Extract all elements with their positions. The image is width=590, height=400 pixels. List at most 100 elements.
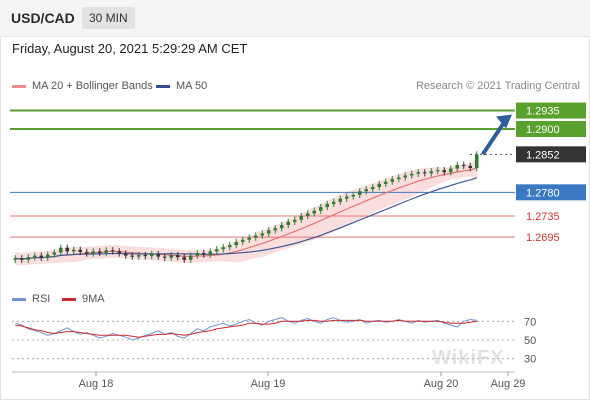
candle-body — [448, 168, 453, 173]
candle-body — [403, 175, 408, 178]
target-arrow-head — [496, 114, 512, 129]
rsi-legend-label: RSI — [32, 293, 51, 305]
candle-body — [221, 247, 226, 250]
x-tick-label: Aug 20 — [424, 378, 459, 390]
candle-body — [357, 191, 362, 195]
candle-body — [58, 247, 63, 253]
candle-body — [299, 216, 304, 220]
candle-body — [104, 250, 109, 253]
candle-body — [318, 207, 323, 211]
candle-body — [435, 170, 440, 172]
candle-body — [195, 252, 200, 256]
x-tick-label: Aug 29 — [491, 378, 526, 390]
x-tick-label: Aug 19 — [251, 378, 286, 390]
x-tick-label: Aug 18 — [79, 378, 114, 390]
rsi-legend-ma: 9MA — [62, 293, 105, 305]
ma50-swatch — [156, 84, 170, 88]
candle-body — [370, 187, 375, 190]
candle-body — [331, 201, 336, 204]
symbol-title: USD/CAD — [11, 10, 75, 26]
level-label-1.2735: 1.2735 — [526, 211, 560, 223]
candle-body — [416, 172, 421, 174]
candle-body — [71, 249, 76, 252]
candle-body — [468, 165, 473, 169]
candle-body — [162, 256, 167, 258]
level-tag-1.2780 — [516, 184, 586, 201]
candle-body — [325, 203, 330, 208]
rsi-level-label-70: 70 — [524, 316, 536, 328]
candle-body — [383, 181, 388, 184]
candle-body — [19, 258, 24, 260]
level-label-1.2780: 1.2780 — [526, 187, 560, 199]
candle-body — [84, 251, 89, 254]
rsi-legend-rsi: RSI — [12, 293, 50, 305]
level-tag-1.2935 — [516, 102, 586, 119]
rsi-level-label-30: 30 — [524, 354, 536, 366]
candle-body — [292, 219, 297, 222]
candle-body — [390, 179, 395, 182]
candle-body — [474, 154, 479, 169]
candle-body — [110, 250, 115, 252]
candle-body — [247, 237, 252, 240]
candle-body — [169, 255, 174, 258]
candle-body — [227, 245, 232, 248]
candle-body — [461, 164, 466, 166]
candle-body — [52, 252, 57, 255]
target-arrow-shaft — [481, 118, 508, 156]
candle-body — [208, 251, 213, 255]
level-label-1.2852: 1.2852 — [526, 149, 560, 161]
legend-ma50-label: MA 50 — [176, 80, 208, 92]
ma50-line — [15, 177, 477, 260]
legend-ma50: MA 50 — [156, 80, 207, 92]
level-tag-1.2900 — [516, 121, 586, 138]
legend-bollinger-label: MA 20 + Bollinger Bands — [32, 80, 153, 92]
candle-body — [422, 172, 427, 174]
candle-body — [175, 255, 180, 258]
candle-body — [91, 251, 96, 254]
candle-body — [32, 255, 37, 258]
rsi-level-label-50: 50 — [524, 335, 536, 347]
candle-body — [45, 254, 50, 258]
bollinger-swatch — [12, 84, 26, 88]
timeframe-button[interactable]: 30 MIN — [82, 7, 135, 29]
candle-body — [305, 213, 310, 217]
candle-body — [260, 233, 265, 236]
rsi-ma-legend-label: 9MA — [82, 293, 105, 305]
rsi-ma-swatch — [62, 297, 76, 301]
candle-body — [117, 251, 122, 254]
level-label-1.2900: 1.2900 — [526, 124, 560, 136]
candle-body — [286, 221, 291, 226]
candle-body — [455, 164, 460, 169]
credit-text: Research © 2021 Trading Central — [415, 80, 580, 92]
candle-body — [364, 189, 369, 192]
watermark-logo: WikiFX — [432, 347, 505, 369]
candle-body — [78, 249, 83, 252]
candle-body — [156, 254, 161, 257]
candle-body — [377, 183, 382, 188]
level-tag-1.2852 — [516, 146, 586, 163]
candle-body — [65, 247, 70, 252]
rsi-line — [15, 317, 477, 341]
candle-body — [396, 177, 401, 180]
bollinger-band — [15, 157, 477, 266]
candle-body — [344, 196, 349, 199]
candle-body — [201, 252, 206, 255]
candle-body — [123, 253, 128, 256]
candle-body — [39, 255, 44, 258]
candle-body — [266, 230, 271, 234]
candle-body — [214, 249, 219, 252]
level-label-1.2695: 1.2695 — [526, 232, 560, 244]
candle-body — [130, 255, 135, 257]
rsi-swatch — [12, 297, 26, 301]
candle-body — [279, 225, 284, 229]
candle-body — [136, 255, 141, 257]
candle-body — [143, 255, 148, 257]
chart-header: USD/CAD 30 MIN — [0, 0, 590, 37]
candle-body — [273, 228, 278, 231]
candle-body — [409, 173, 414, 176]
candle-body — [26, 257, 31, 260]
candle-body — [429, 171, 434, 174]
rsi-ma-line — [15, 319, 477, 338]
legend-bollinger: MA 20 + Bollinger Bands — [12, 80, 153, 92]
